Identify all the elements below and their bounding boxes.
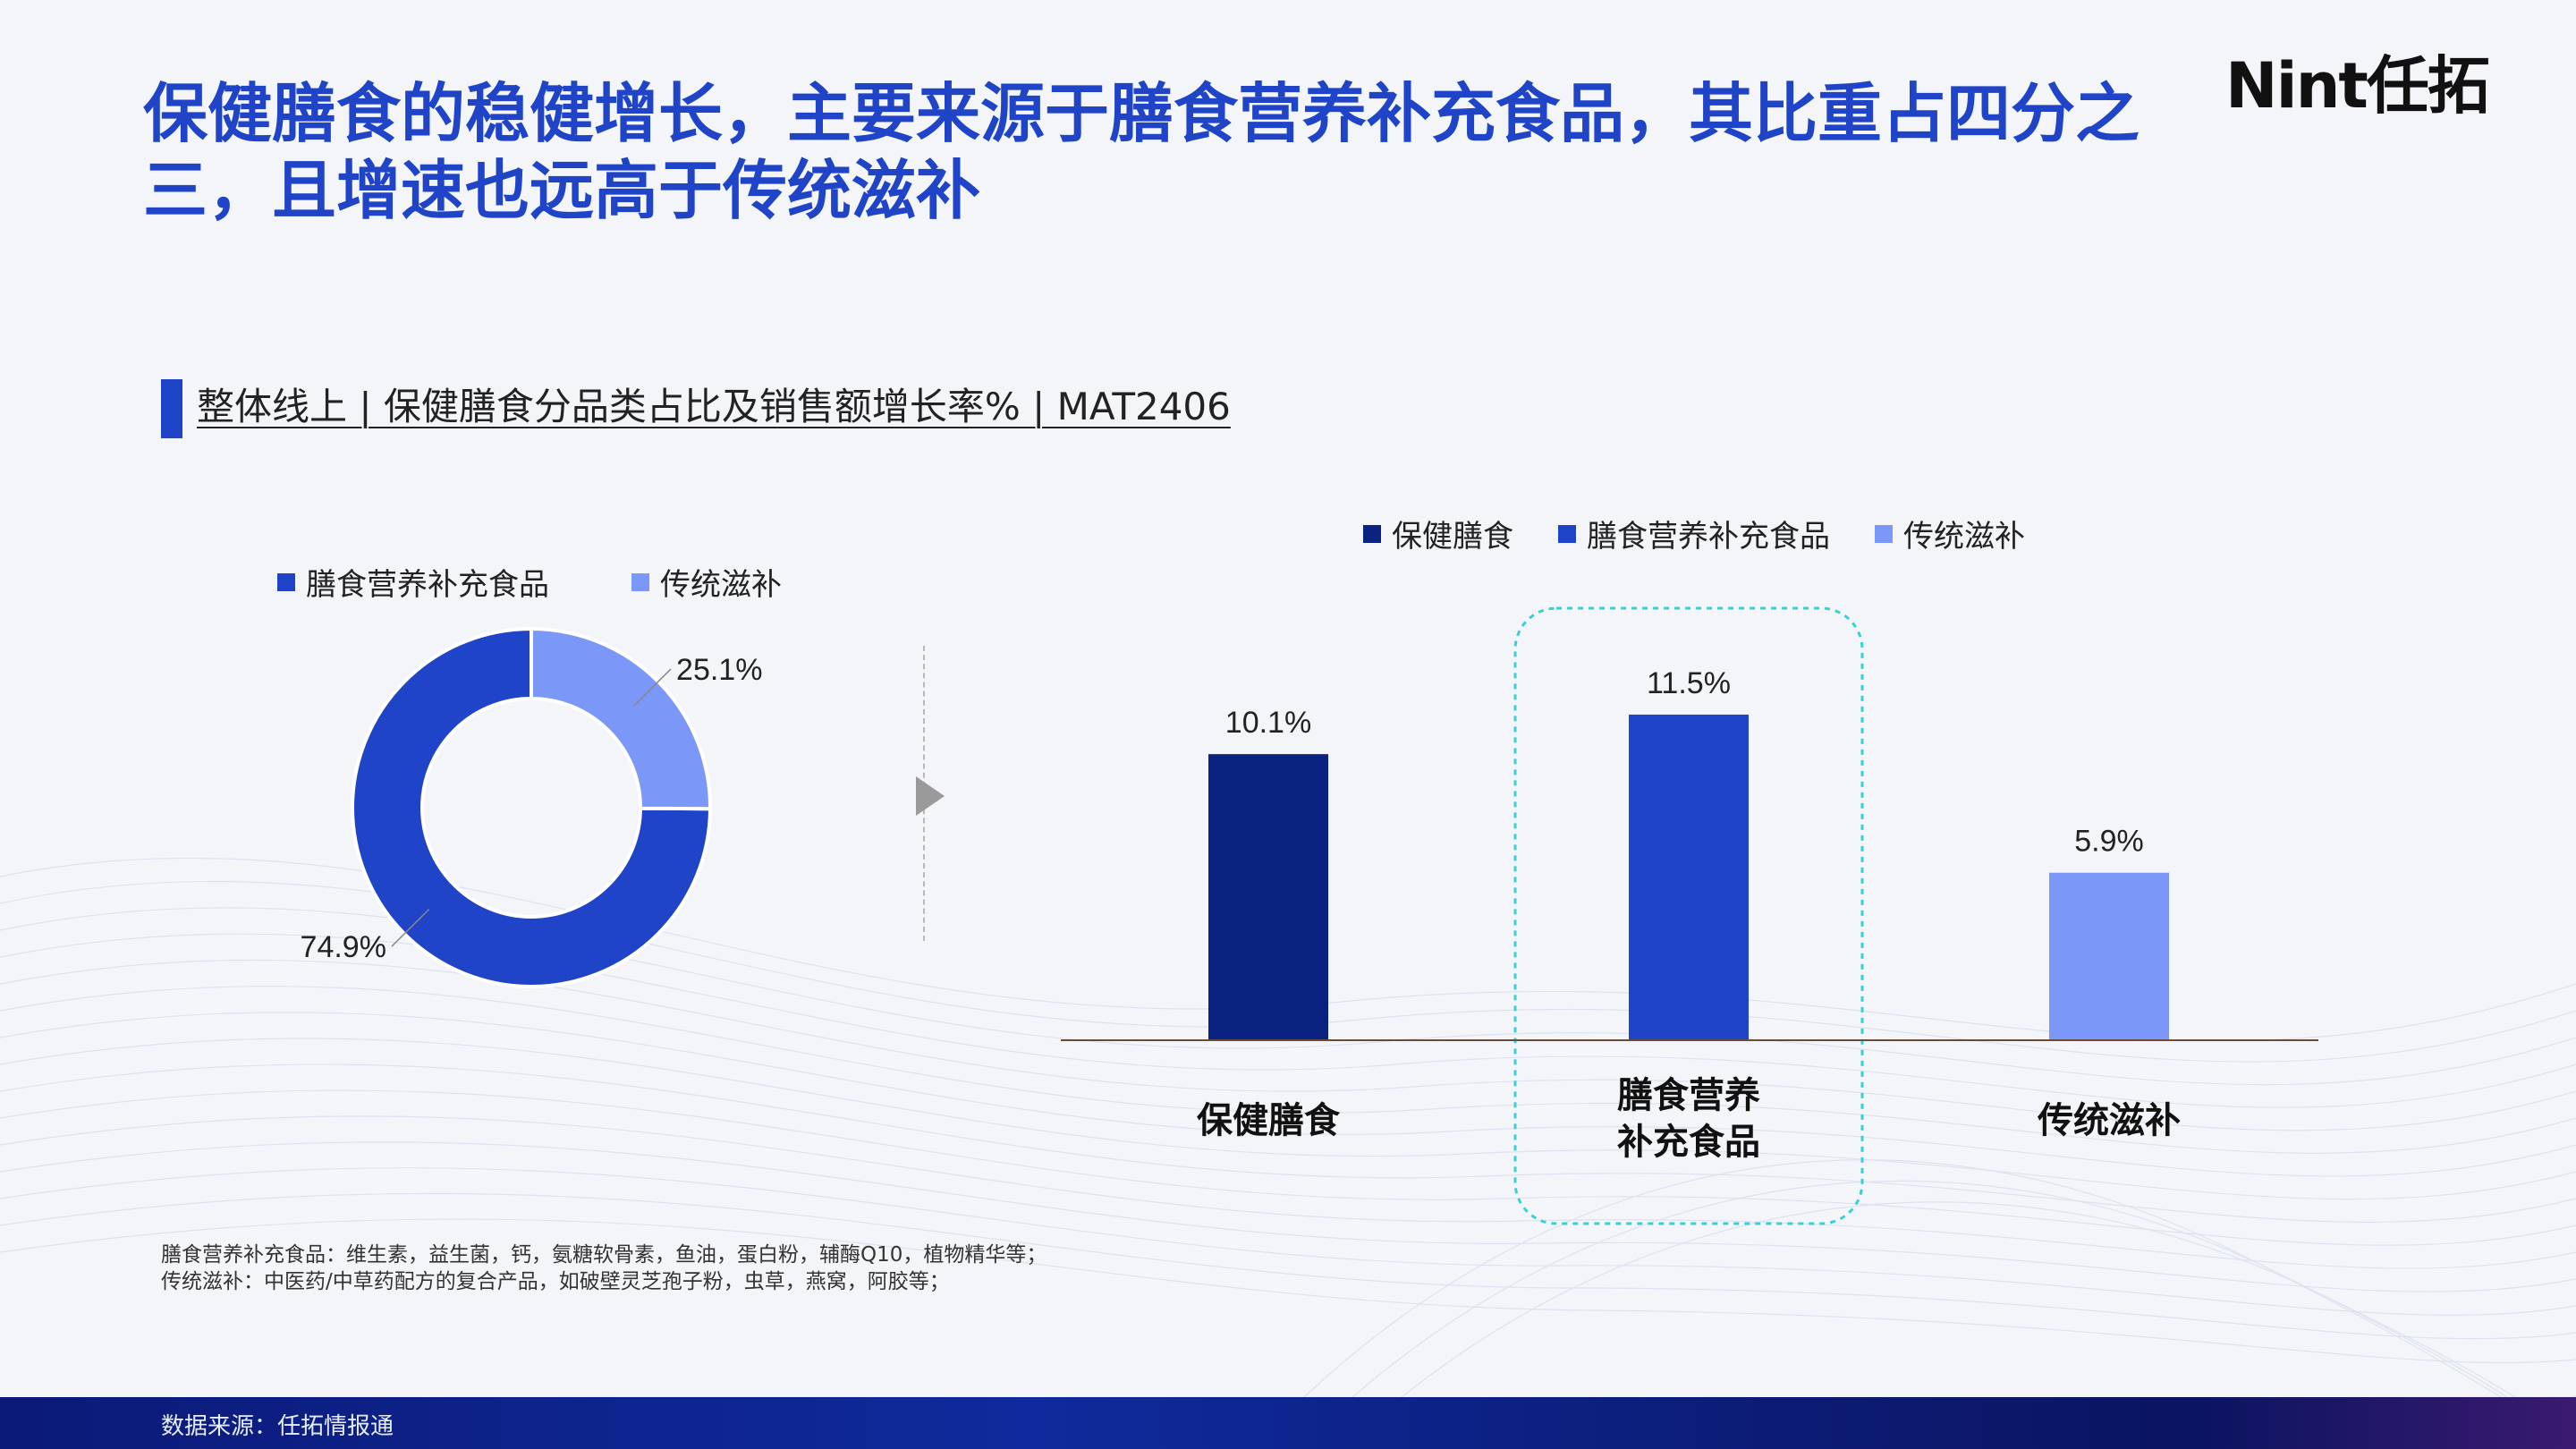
pie-legend: 膳食营养补充食品 传统滋补: [277, 560, 864, 604]
data-source: 数据来源：任拓情报通: [161, 1413, 394, 1440]
legend-label: 膳食营养补充食品: [306, 567, 549, 603]
x-tick-label-line: 膳食营养: [1617, 1076, 1760, 1115]
x-tick-label-line: 保健膳食: [1197, 1101, 1341, 1140]
legend-label: 传统滋补: [1903, 519, 2025, 555]
section-title: 整体线上 | 保健膳食分品类占比及销售额增长率% | MAT2406: [197, 385, 1231, 428]
section-marker: [161, 379, 182, 438]
highlight-box: [1513, 606, 1864, 1225]
bar-data-label-traditional: 5.9%: [2074, 825, 2144, 859]
legend-swatch: [277, 572, 295, 591]
bar-legend-item-supplement: 膳食营养补充食品: [1558, 512, 1830, 555]
brand-logo: Nint任拓: [2225, 49, 2490, 123]
x-tick-label-supplement: 膳食营养补充食品: [1617, 1076, 1760, 1162]
legend-label: 膳食营养补充食品: [1587, 519, 1830, 555]
bar-legend-item-all: 保健膳食: [1363, 512, 1513, 555]
footer-bar: 数据来源：任拓情报通: [0, 1397, 2576, 1449]
legend-label: 传统滋补: [660, 567, 782, 603]
footnote-supplement: 膳食营养补充食品：维生素，益生菌，钙，氨糖软骨素，鱼油，蛋白粉，辅酶Q10，植物…: [161, 1243, 1047, 1267]
donut-chart: 74.9% 25.1%: [301, 626, 762, 988]
bar-supplement: [1629, 714, 1749, 1039]
bar-chart: 10.1% 11.5% 5.9% 保健膳食 膳食营养补充食品 传统滋补: [1061, 606, 2318, 1225]
x-tick-label-line: 补充食品: [1617, 1123, 1760, 1162]
footnote-traditional: 传统滋补：中医药/中草药配方的复合产品，如破壁灵芝孢子粉，虫草，燕窝，阿胶等；: [161, 1270, 950, 1293]
legend-swatch: [631, 572, 649, 591]
legend-swatch: [1363, 524, 1381, 543]
donut-data-label-supplement: 74.9%: [301, 930, 386, 964]
x-tick-label-traditional: 传统滋补: [2037, 1101, 2181, 1140]
donut-data-label-traditional: 25.1%: [676, 653, 762, 687]
legend-swatch: [1558, 524, 1576, 543]
x-tick-label-line: 传统滋补: [2037, 1101, 2181, 1140]
bar-data-label-all: 10.1%: [1225, 706, 1311, 740]
bar-legend-item-traditional: 传统滋补: [1875, 512, 2025, 555]
donut-slice-supplement: [351, 626, 713, 988]
bar-traditional: [2049, 872, 2169, 1039]
bar-all: [1208, 754, 1328, 1039]
legend-label: 保健膳食: [1392, 519, 1513, 555]
donut-slice-traditional: [530, 626, 712, 811]
page-title: 保健膳食的稳健增长，主要来源于膳食营养补充食品，其比重占四分之三，且增速也远高于…: [143, 76, 2140, 228]
x-tick-label-all: 保健膳食: [1197, 1101, 1341, 1140]
pie-legend-item-supplement: 膳食营养补充食品: [277, 560, 549, 604]
donut-leader-line-traditional: [632, 668, 672, 708]
legend-swatch: [1875, 524, 1893, 543]
pie-legend-item-traditional: 传统滋补: [631, 560, 782, 604]
donut-leader-line-supplement: [391, 908, 430, 947]
footnotes: 膳食营养补充食品：维生素，益生菌，钙，氨糖软骨素，鱼油，蛋白粉，辅酶Q10，植物…: [161, 1241, 1046, 1295]
arrow-right-icon: [916, 776, 945, 816]
bar-data-label-supplement: 11.5%: [1647, 666, 1731, 700]
bar-legend: 保健膳食 膳食营养补充食品 传统滋补: [1363, 512, 2070, 555]
